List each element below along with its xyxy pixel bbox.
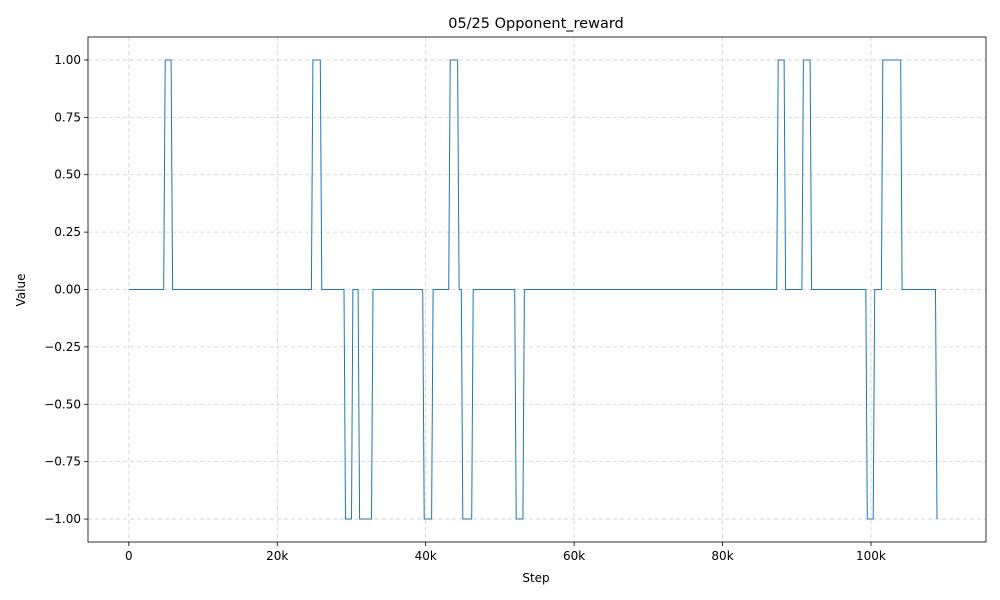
x-tick-label: 100k [856, 549, 886, 563]
x-tick-label: 80k [711, 549, 733, 563]
y-tick-label: 1.00 [54, 53, 81, 67]
y-axis-title: Value [14, 274, 28, 307]
y-tick-label: 0.00 [54, 283, 81, 297]
y-tick-label: 0.75 [54, 110, 81, 124]
y-tick-label: −1.00 [44, 512, 81, 526]
y-tick-label: 0.50 [54, 168, 81, 182]
x-tick-label: 20k [266, 549, 288, 563]
y-tick-label: −0.25 [44, 340, 81, 354]
chart-title: 05/25 Opponent_reward [448, 16, 624, 32]
x-axis-title: Step [522, 571, 549, 585]
x-tick-label: 40k [415, 549, 437, 563]
x-axis-ticks: 0 20k 40k 60k 80k 100k [125, 542, 886, 563]
series-line [128, 59, 938, 520]
y-tick-label: −0.50 [44, 397, 81, 411]
series-layer [128, 59, 938, 520]
x-tick-label: 0 [125, 549, 133, 563]
y-tick-label: 0.25 [54, 225, 81, 239]
x-tick-label: 60k [563, 549, 585, 563]
y-tick-label: −0.75 [44, 455, 81, 469]
y-axis-ticks: 1.00 0.75 0.50 0.25 0.00 −0.25 −0.50 −0.75 −1.00 [44, 53, 88, 526]
